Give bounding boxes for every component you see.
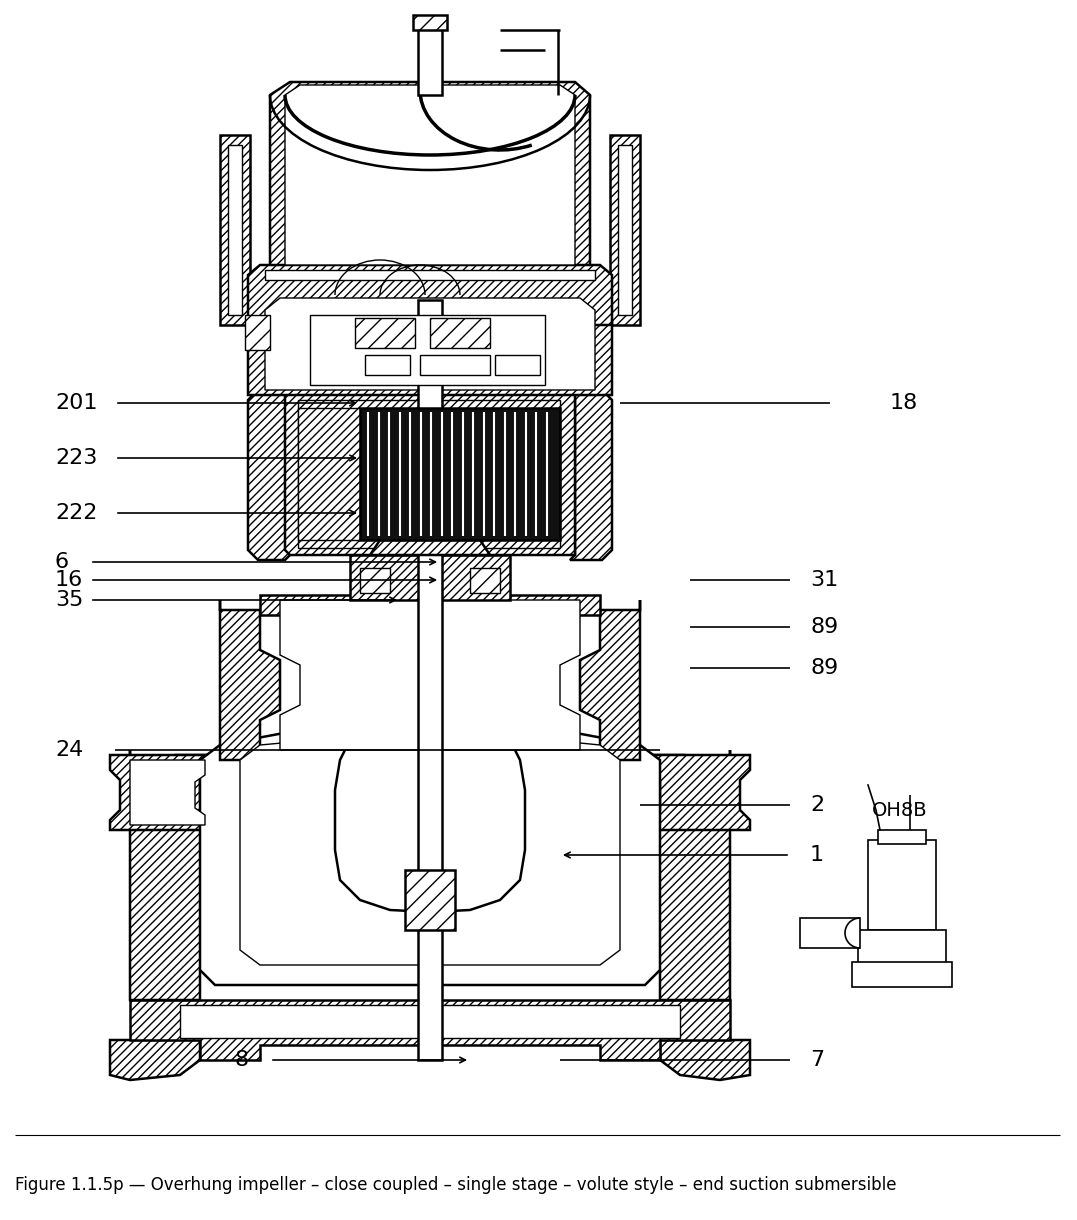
Polygon shape (270, 82, 590, 270)
Bar (228, 145, 242, 315)
Bar (244, 315, 270, 350)
Polygon shape (265, 298, 595, 390)
Bar (355, 318, 415, 348)
Polygon shape (280, 600, 581, 750)
Polygon shape (285, 85, 575, 265)
Polygon shape (350, 555, 510, 600)
Bar (618, 145, 632, 315)
Polygon shape (248, 390, 290, 560)
Text: 16: 16 (55, 570, 83, 590)
Text: OH8B: OH8B (872, 802, 927, 820)
Text: 89: 89 (810, 617, 838, 637)
Bar (418, 20, 442, 95)
Bar (298, 407, 360, 540)
Polygon shape (265, 270, 595, 281)
Bar (360, 407, 560, 540)
Bar (418, 300, 442, 1060)
Bar (610, 135, 640, 325)
Polygon shape (240, 733, 620, 965)
Polygon shape (651, 755, 750, 830)
Polygon shape (260, 595, 600, 615)
Bar (878, 830, 926, 844)
Polygon shape (110, 755, 210, 830)
Polygon shape (285, 390, 575, 555)
Bar (220, 135, 250, 325)
Bar (800, 917, 861, 948)
Bar (365, 355, 410, 375)
Bar (868, 841, 936, 930)
Text: 222: 222 (55, 503, 97, 523)
Text: 2: 2 (810, 795, 824, 815)
Text: 201: 201 (55, 393, 98, 414)
Polygon shape (310, 315, 545, 386)
Text: 6: 6 (55, 551, 69, 572)
Text: 8: 8 (235, 1050, 249, 1070)
Bar (360, 569, 390, 593)
Bar (412, 15, 447, 30)
Bar (852, 963, 952, 987)
Polygon shape (335, 727, 524, 913)
Text: Figure 1.1.5p — Overhung impeller – close coupled – single stage – volute style : Figure 1.1.5p — Overhung impeller – clos… (15, 1176, 896, 1194)
Bar (430, 318, 490, 348)
Polygon shape (248, 265, 612, 325)
Text: 24: 24 (55, 741, 83, 760)
Polygon shape (130, 760, 205, 825)
Bar (470, 569, 500, 593)
Text: 1: 1 (810, 845, 824, 865)
Text: 31: 31 (810, 570, 838, 590)
Polygon shape (180, 1005, 680, 1038)
Polygon shape (248, 305, 612, 395)
Polygon shape (220, 600, 280, 760)
Polygon shape (660, 1039, 750, 1080)
Polygon shape (110, 1039, 200, 1080)
Bar (420, 355, 490, 375)
Text: 35: 35 (55, 590, 83, 610)
Bar (405, 870, 454, 930)
Polygon shape (581, 600, 640, 760)
Bar (858, 930, 946, 965)
Polygon shape (200, 725, 660, 985)
Polygon shape (570, 390, 612, 560)
Bar (495, 355, 540, 375)
Text: 89: 89 (810, 658, 838, 678)
Text: 7: 7 (810, 1050, 824, 1070)
Polygon shape (370, 540, 490, 555)
Text: 223: 223 (55, 448, 97, 468)
Polygon shape (130, 750, 220, 1000)
Text: 18: 18 (890, 393, 919, 414)
Bar (298, 400, 560, 548)
Polygon shape (640, 750, 730, 1000)
Polygon shape (130, 1000, 730, 1060)
